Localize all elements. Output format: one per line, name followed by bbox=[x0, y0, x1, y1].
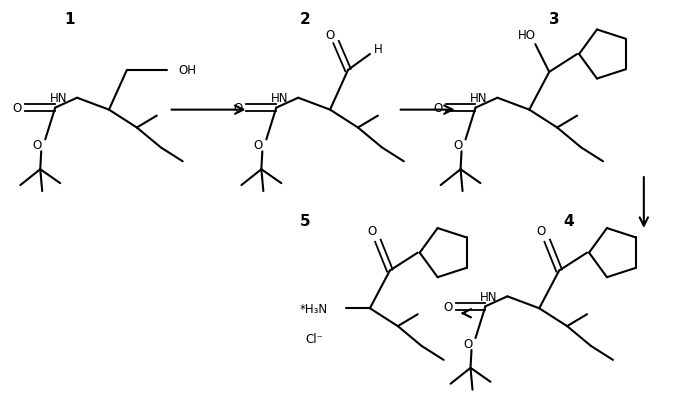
Text: 4: 4 bbox=[564, 214, 575, 229]
Text: HN: HN bbox=[480, 290, 498, 303]
Text: HO: HO bbox=[518, 28, 536, 42]
Text: HN: HN bbox=[470, 92, 487, 105]
Text: H: H bbox=[373, 43, 382, 55]
Text: *H₃N: *H₃N bbox=[300, 302, 328, 315]
Text: O: O bbox=[254, 138, 263, 152]
Text: O: O bbox=[326, 28, 335, 42]
Text: O: O bbox=[433, 102, 442, 115]
Text: 3: 3 bbox=[549, 12, 559, 27]
Text: O: O bbox=[537, 225, 546, 238]
Text: 1: 1 bbox=[64, 12, 74, 27]
Text: O: O bbox=[463, 337, 472, 350]
Text: O: O bbox=[453, 138, 462, 152]
Text: Cl⁻: Cl⁻ bbox=[305, 332, 323, 345]
Text: 2: 2 bbox=[300, 12, 310, 27]
Text: O: O bbox=[13, 102, 22, 115]
Text: O: O bbox=[234, 102, 243, 115]
Text: OH: OH bbox=[179, 64, 196, 77]
Text: HN: HN bbox=[50, 92, 67, 105]
Text: O: O bbox=[33, 138, 42, 152]
Text: HN: HN bbox=[271, 92, 288, 105]
Text: O: O bbox=[367, 225, 377, 238]
Text: O: O bbox=[443, 300, 452, 313]
Text: 5: 5 bbox=[300, 214, 310, 229]
